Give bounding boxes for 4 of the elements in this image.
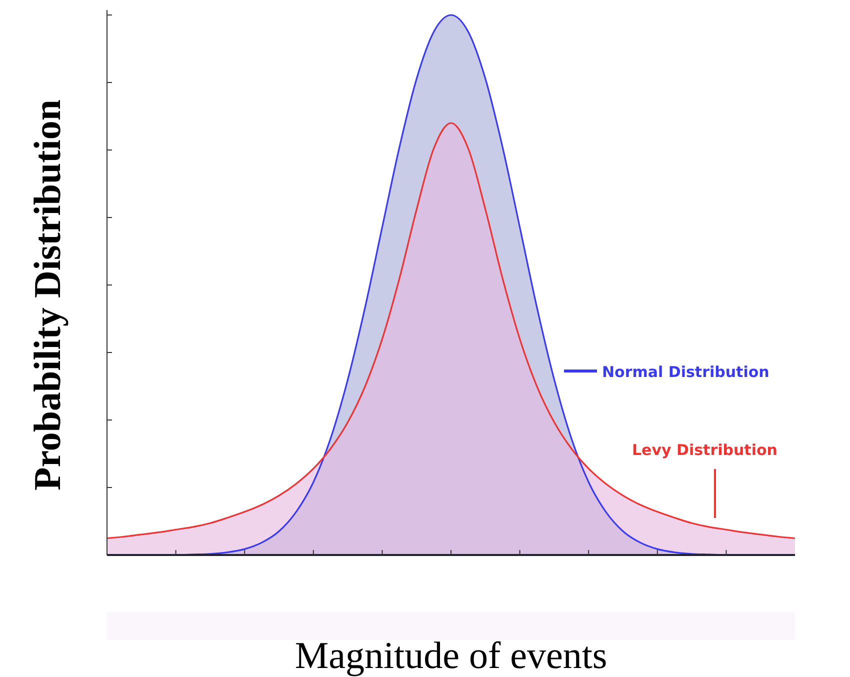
text: Levy Distribution <box>632 441 778 459</box>
y-axis-title: Probability Distribution <box>27 100 69 490</box>
legend-label: Normal Distribution <box>602 363 770 381</box>
x-axis-title: Magnitude of events <box>294 635 608 677</box>
